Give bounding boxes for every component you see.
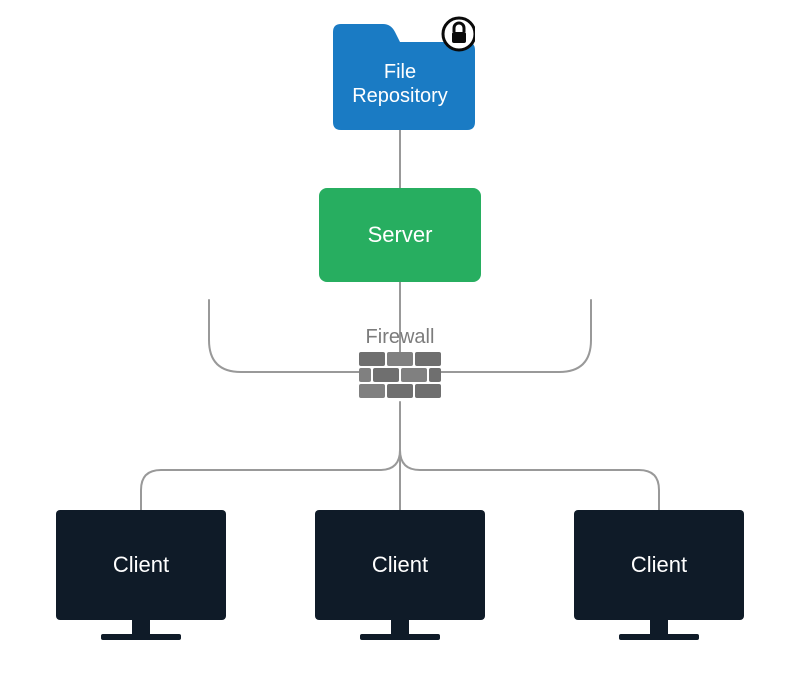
client-node-1: Client — [56, 510, 226, 640]
client-label: Client — [113, 552, 169, 578]
lock-icon — [443, 18, 475, 50]
network-diagram: File Repository Server Firewall Client C… — [0, 0, 800, 681]
file-repository-label-line2: Repository — [352, 85, 448, 107]
monitor-base — [101, 634, 181, 640]
monitor-neck — [391, 620, 409, 634]
file-repository-label-line1: File — [384, 61, 416, 83]
client-screen: Client — [315, 510, 485, 620]
monitor-neck — [650, 620, 668, 634]
file-repository-node: File Repository — [325, 12, 475, 130]
monitor-base — [360, 634, 440, 640]
connectors — [141, 130, 659, 510]
client-screen: Client — [56, 510, 226, 620]
server-node: Server — [319, 188, 481, 282]
firewall-icon — [359, 352, 441, 398]
monitor-base — [619, 634, 699, 640]
client-screen: Client — [574, 510, 744, 620]
client-node-2: Client — [315, 510, 485, 640]
file-repository-label: File Repository — [325, 60, 475, 108]
server-label: Server — [368, 222, 433, 248]
firewall-label: Firewall — [0, 326, 800, 349]
client-node-3: Client — [574, 510, 744, 640]
client-label: Client — [631, 552, 687, 578]
client-label: Client — [372, 552, 428, 578]
monitor-neck — [132, 620, 150, 634]
